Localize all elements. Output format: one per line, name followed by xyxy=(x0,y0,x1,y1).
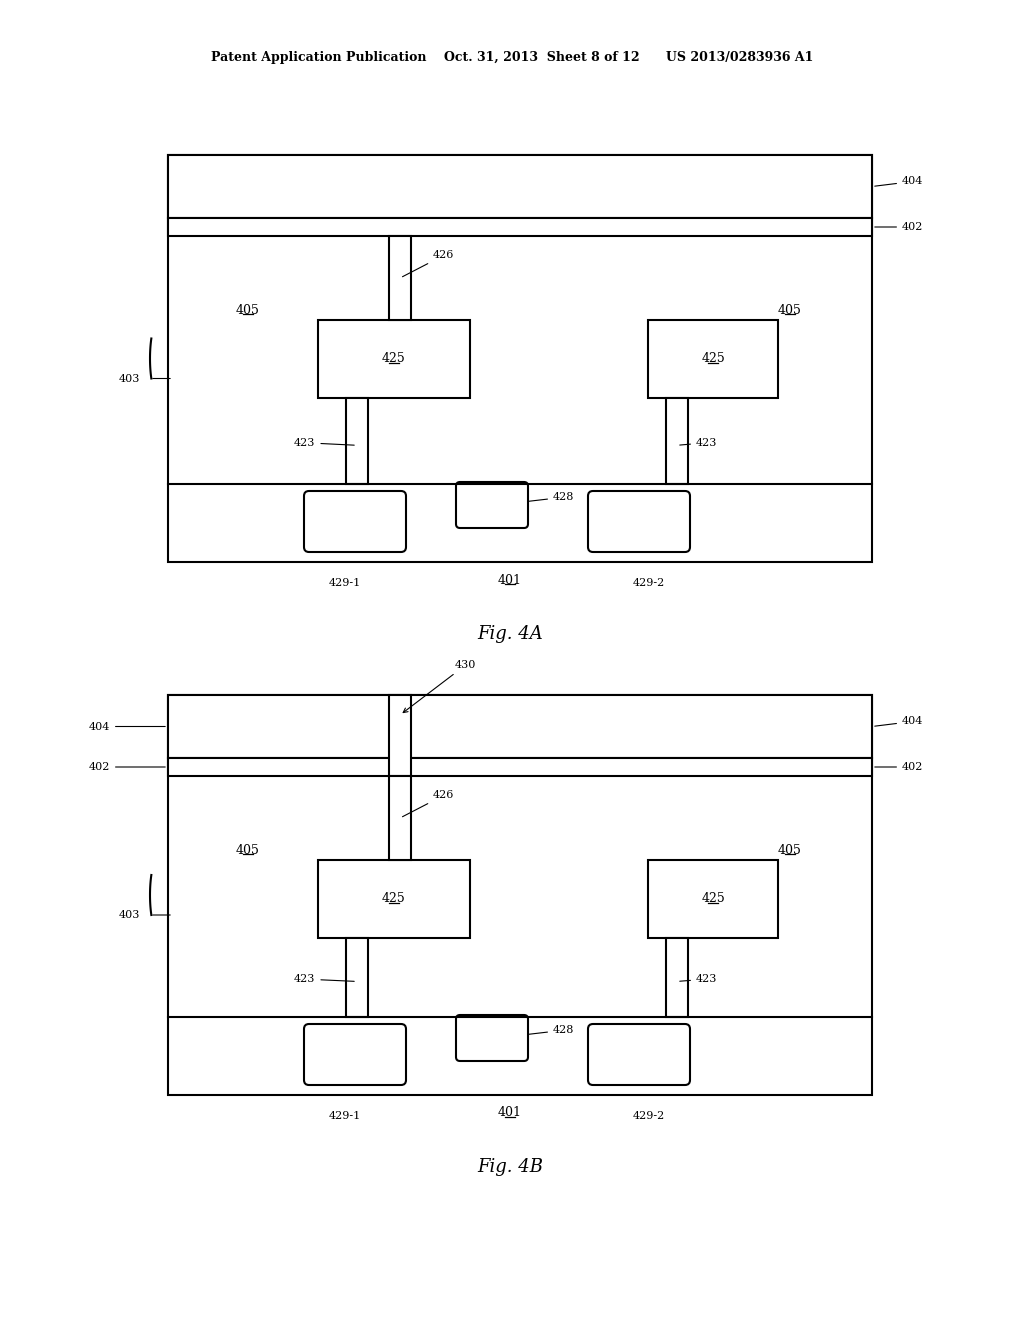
Text: 429-1: 429-1 xyxy=(329,578,361,587)
Text: 404: 404 xyxy=(89,722,165,731)
Text: 429-2: 429-2 xyxy=(633,1111,666,1121)
Text: 404: 404 xyxy=(874,717,924,726)
Text: 425: 425 xyxy=(701,352,725,366)
Bar xyxy=(168,696,872,758)
Text: 405: 405 xyxy=(237,843,260,857)
Bar xyxy=(168,154,872,562)
Bar xyxy=(318,319,470,399)
FancyBboxPatch shape xyxy=(456,1015,528,1061)
Text: 428: 428 xyxy=(528,1026,574,1035)
Bar xyxy=(666,939,688,1016)
Text: Fig. 4A: Fig. 4A xyxy=(477,624,543,643)
Bar xyxy=(168,758,872,776)
Bar xyxy=(389,236,411,319)
Bar xyxy=(648,319,778,399)
Text: 429-1: 429-1 xyxy=(329,1111,361,1121)
Bar xyxy=(168,696,872,1096)
Text: 426: 426 xyxy=(402,791,455,817)
Text: 423: 423 xyxy=(294,974,354,985)
Bar xyxy=(168,218,872,236)
Bar xyxy=(389,696,411,776)
Text: 425: 425 xyxy=(701,892,725,906)
FancyBboxPatch shape xyxy=(588,1024,690,1085)
Text: 401: 401 xyxy=(498,1106,522,1119)
Bar xyxy=(346,399,368,484)
Bar xyxy=(168,154,872,218)
Text: Fig. 4B: Fig. 4B xyxy=(477,1158,543,1176)
FancyBboxPatch shape xyxy=(588,491,690,552)
Text: 401: 401 xyxy=(498,573,522,586)
Text: 430: 430 xyxy=(403,660,476,713)
Bar xyxy=(318,861,470,939)
Text: 402: 402 xyxy=(874,762,924,772)
Text: 404: 404 xyxy=(874,177,924,186)
Text: Patent Application Publication    Oct. 31, 2013  Sheet 8 of 12      US 2013/0283: Patent Application Publication Oct. 31, … xyxy=(211,51,813,65)
Text: 403: 403 xyxy=(119,909,140,920)
Text: 405: 405 xyxy=(237,304,260,317)
FancyBboxPatch shape xyxy=(304,1024,406,1085)
Text: 428: 428 xyxy=(528,492,574,502)
Bar xyxy=(346,939,368,1016)
Bar xyxy=(389,776,411,861)
Text: 405: 405 xyxy=(778,843,802,857)
Text: 425: 425 xyxy=(382,352,406,366)
Text: 425: 425 xyxy=(382,892,406,906)
Text: 426: 426 xyxy=(402,251,455,277)
Text: 402: 402 xyxy=(874,222,924,232)
Text: 402: 402 xyxy=(89,762,165,772)
Text: 403: 403 xyxy=(119,374,140,384)
Text: 405: 405 xyxy=(778,304,802,317)
Text: 423: 423 xyxy=(680,438,718,447)
Text: 423: 423 xyxy=(294,438,354,447)
Text: 423: 423 xyxy=(680,974,718,985)
FancyBboxPatch shape xyxy=(304,491,406,552)
Text: 429-2: 429-2 xyxy=(633,578,666,587)
Bar xyxy=(648,861,778,939)
FancyBboxPatch shape xyxy=(456,482,528,528)
Bar xyxy=(666,399,688,484)
